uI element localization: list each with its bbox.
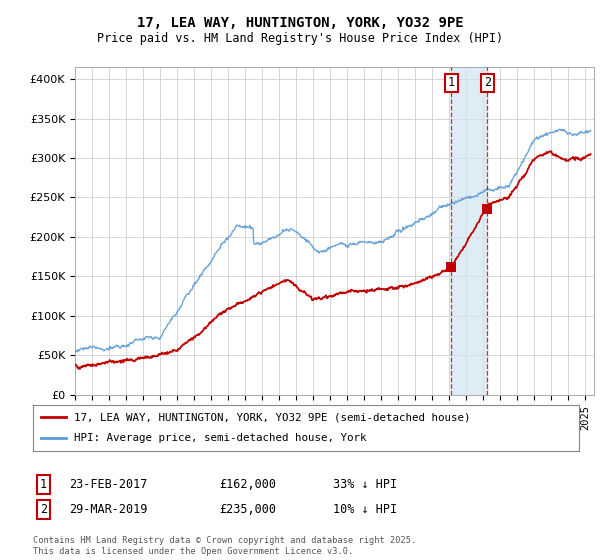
- Text: 33% ↓ HPI: 33% ↓ HPI: [333, 478, 397, 491]
- Text: 2: 2: [484, 77, 491, 90]
- Text: 23-FEB-2017: 23-FEB-2017: [69, 478, 148, 491]
- Text: 2: 2: [40, 503, 47, 516]
- Text: 17, LEA WAY, HUNTINGTON, YORK, YO32 9PE: 17, LEA WAY, HUNTINGTON, YORK, YO32 9PE: [137, 16, 463, 30]
- Text: 29-MAR-2019: 29-MAR-2019: [69, 503, 148, 516]
- Bar: [451, 67, 487, 395]
- Text: Contains HM Land Registry data © Crown copyright and database right 2025.
This d: Contains HM Land Registry data © Crown c…: [33, 536, 416, 556]
- Text: 10% ↓ HPI: 10% ↓ HPI: [333, 503, 397, 516]
- Text: £162,000: £162,000: [219, 478, 276, 491]
- Text: 1: 1: [40, 478, 47, 491]
- Text: 1: 1: [448, 77, 455, 90]
- Text: HPI: Average price, semi-detached house, York: HPI: Average price, semi-detached house,…: [74, 433, 367, 444]
- Text: 17, LEA WAY, HUNTINGTON, YORK, YO32 9PE (semi-detached house): 17, LEA WAY, HUNTINGTON, YORK, YO32 9PE …: [74, 412, 470, 422]
- Text: £235,000: £235,000: [219, 503, 276, 516]
- Text: Price paid vs. HM Land Registry's House Price Index (HPI): Price paid vs. HM Land Registry's House …: [97, 32, 503, 45]
